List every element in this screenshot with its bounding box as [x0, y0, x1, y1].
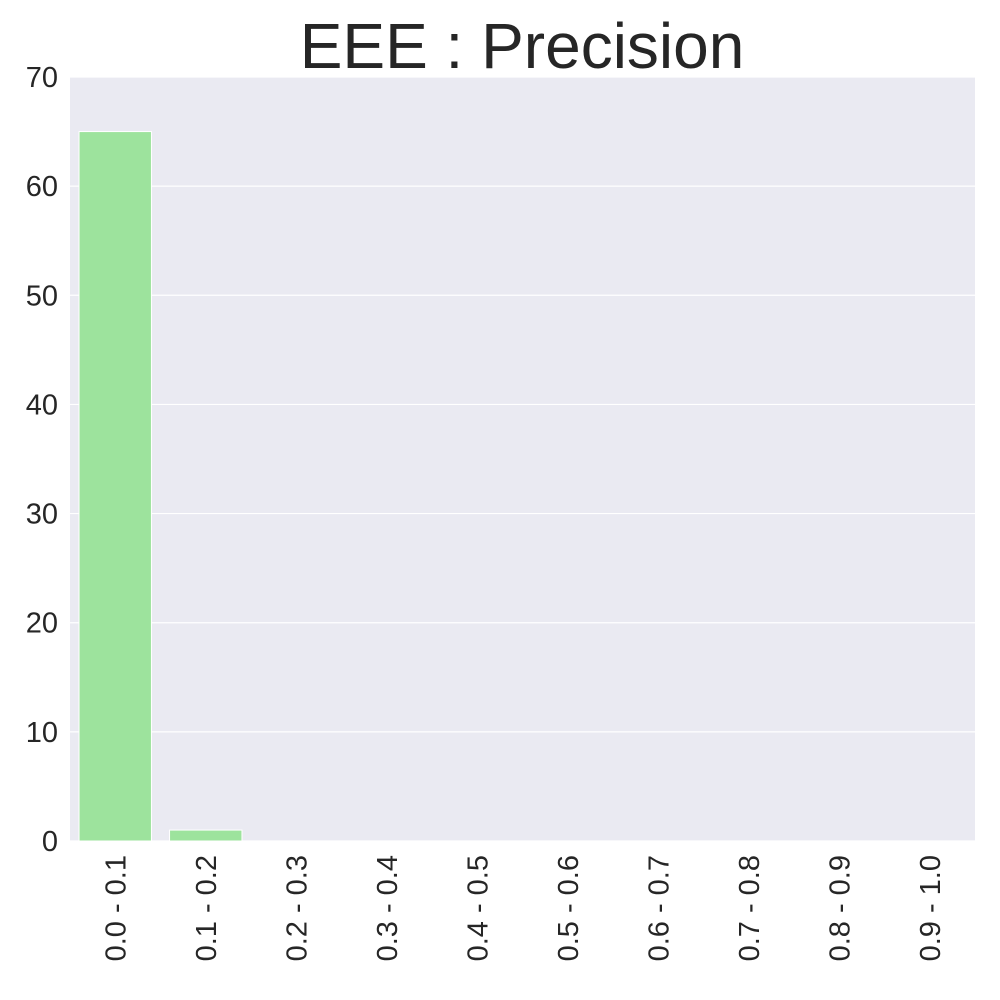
y-tick-label: 60: [26, 171, 58, 203]
x-tick-label: 0.1 - 0.2: [191, 855, 223, 961]
x-tick-label: 0.2 - 0.3: [281, 855, 313, 961]
y-tick-label: 0: [42, 826, 58, 858]
y-tick-label: 10: [26, 717, 58, 749]
chart-title: EEE : Precision: [300, 10, 745, 82]
x-tick-label: 0.7 - 0.8: [734, 855, 766, 961]
x-tick-label: 0.3 - 0.4: [372, 855, 404, 961]
y-tick-label: 50: [26, 280, 58, 312]
x-tick-label: 0.0 - 0.1: [100, 855, 132, 961]
bars: [78, 131, 243, 842]
plot-background: [70, 77, 975, 841]
x-tick-label: 0.4 - 0.5: [462, 855, 494, 961]
y-tick-label: 40: [26, 389, 58, 421]
x-tick-label: 0.8 - 0.9: [824, 855, 856, 961]
y-tick-label: 30: [26, 499, 58, 531]
gridlines: [70, 76, 975, 842]
y-tick-label: 70: [26, 62, 58, 94]
y-axis-ticks: 0 10 20 30 40 50 60 70: [26, 62, 58, 858]
y-tick-label: 20: [26, 608, 58, 640]
x-tick-label: 0.5 - 0.6: [553, 855, 585, 961]
x-tick-label: 0.9 - 1.0: [915, 855, 947, 961]
bar-0-1-0-2: [169, 829, 243, 842]
x-axis-ticks: 0.0 - 0.1 0.1 - 0.2 0.2 - 0.3 0.3 - 0.4 0.4 …: [100, 855, 947, 961]
bar-0-0-0-1: [78, 131, 152, 842]
x-tick-label: 0.6 - 0.7: [643, 855, 675, 961]
